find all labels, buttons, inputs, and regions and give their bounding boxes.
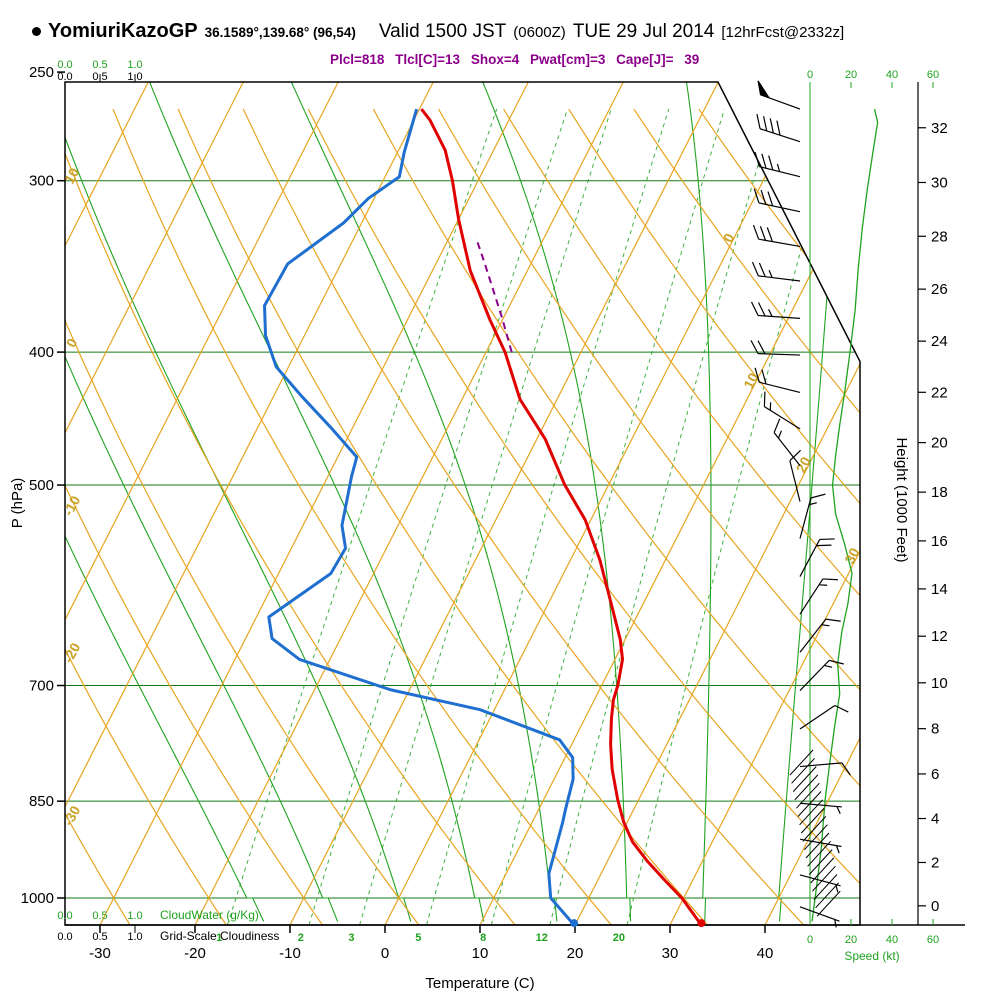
pressure-tick-label: 400 [29,344,54,361]
mixing-ratio-label: 8 [480,932,486,944]
height-tick-label: 2 [931,854,939,871]
surface-dewpoint-dot [570,919,579,928]
isotherm-label: 0 [720,230,738,244]
isotherm-label: 10 [740,370,761,391]
pressure-tick-label: 500 [29,477,54,494]
low-level-hatch [789,749,841,917]
mixing-ratio-label: 12 [536,932,548,944]
station-coords: 36.1589°,139.68° (96,54) [204,25,356,40]
svg-text:0.0: 0.0 [57,59,72,71]
mixing-ratio-label: 20 [613,932,625,944]
forecast-info: [12hrFcst@2332z] [721,24,845,41]
svg-text:0.5: 0.5 [92,931,107,943]
height-tick-label: 14 [931,581,948,598]
temp-tick-label: -10 [279,945,301,962]
wind-barbs [750,80,851,928]
height-tick-label: 8 [931,721,939,738]
svg-text:0: 0 [807,69,813,81]
surface-temperature-dot [697,919,706,928]
temp-tick-label: -30 [89,945,111,962]
cloud-scales: 0.00.00.00.00.50.50.50.51.01.01.01.0Clou… [57,59,279,943]
mixing-ratio-label: 5 [415,932,421,944]
height-tick-label: 22 [931,384,948,401]
svg-text:1.0: 1.0 [127,931,142,943]
cloudwater-label: CloudWater (g/Kg) [160,908,259,922]
temp-tick-label: 30 [662,945,679,962]
svg-text:0.5: 0.5 [92,59,107,71]
chart-title: YomiuriKazoGP 36.1589°,139.68° (96,54) V… [32,20,844,43]
height-tick-label: 20 [931,435,948,452]
dry-adiabat-label: -10 [60,493,84,519]
svg-text:20: 20 [845,934,857,946]
mixing-ratio-label: 3 [348,932,354,944]
temp-tick-label: 20 [567,945,584,962]
valid-utc: (0600Z) [513,24,566,41]
height-tick-label: 0 [931,898,939,915]
height-tick-label: 26 [931,281,948,298]
pressure-tick-label: 1000 [21,890,54,907]
height-axis-title: Height (1000 Feet) [893,437,910,562]
station-marker-icon [32,27,41,36]
svg-text:1.0: 1.0 [127,71,142,83]
temperature-curve [420,108,703,926]
indices-line: Plcl=818 Tlcl[C]=13 Shox=4 Pwat[cm]=3 Ca… [330,52,700,67]
height-tick-label: 10 [931,675,948,692]
height-tick-label: 6 [931,766,939,783]
station-name: YomiuriKazoGP [48,20,198,42]
height-tick-label: 16 [931,533,948,550]
svg-text:0.0: 0.0 [57,910,72,922]
svg-text:0: 0 [807,934,813,946]
svg-text:60: 60 [927,69,939,81]
parcel-path [474,237,513,353]
svg-text:1.0: 1.0 [127,910,142,922]
svg-text:0.0: 0.0 [57,931,72,943]
height-tick-label: 28 [931,228,948,245]
temp-tick-label: -20 [184,945,206,962]
pressure-tick-label: 850 [29,793,54,810]
wind-speed-curve [811,108,879,922]
height-tick-label: 24 [931,333,948,350]
svg-text:0.5: 0.5 [92,910,107,922]
mixing-ratio-label: 2 [298,932,304,944]
svg-text:40: 40 [886,69,898,81]
pressure-tick-label: 250 [29,64,54,81]
plot-border [64,81,861,926]
temp-tick-label: 40 [757,945,774,962]
svg-text:1.0: 1.0 [127,59,142,71]
mixing-ratio-label: 1 [216,932,222,944]
svg-text:0.0: 0.0 [57,71,72,83]
isotherm-label: 30 [841,545,862,566]
valid-time: Valid 1500 JST [378,21,507,42]
height-tick-label: 30 [931,174,948,191]
y-axis-title: P (hPa) [9,478,26,529]
height-tick-label: 4 [931,811,939,828]
height-tick-label: 32 [931,120,948,137]
pressure-tick-label: 300 [29,173,54,190]
dry-adiabat-label: 10 [61,165,83,186]
skewt-background [65,82,860,925]
dewpoint-curve [263,108,575,926]
svg-text:20: 20 [845,69,857,81]
cloudiness-label: Grid-Scale Cloudiness [160,929,279,943]
svg-text:0.5: 0.5 [92,71,107,83]
height-tick-label: 12 [931,628,948,645]
temp-tick-label: 10 [472,945,489,962]
dry-adiabat-label: -20 [60,640,84,666]
isotherm-label: 20 [793,454,814,475]
height-tick-label: 18 [931,484,948,501]
temp-tick-label: 0 [381,945,389,962]
x-axis-title: Temperature (C) [425,975,534,992]
pressure-tick-label: 700 [29,678,54,695]
svg-text:40: 40 [886,934,898,946]
dry-adiabat-label: -30 [60,803,84,829]
speed-axis-label: Speed (kt) [844,949,899,963]
valid-date: TUE 29 Jul 2014 [572,21,715,42]
svg-text:60: 60 [927,934,939,946]
